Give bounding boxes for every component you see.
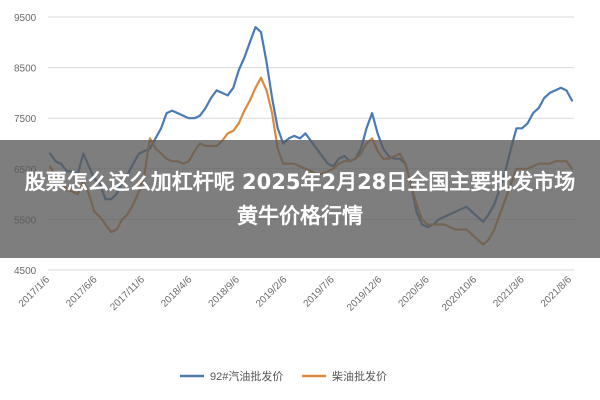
x-axis-ticks: 2017/1/6 2017/6/6 2017/11/6 2018/4/6 2018/9/… (17, 274, 575, 314)
x-tick-label: 2020/5/6 (396, 274, 432, 310)
x-tick-label: 2021/8/6 (539, 274, 575, 310)
x-tick-label: 2018/4/6 (159, 274, 195, 310)
legend-label: 92#汽油批发价 (210, 369, 283, 383)
x-tick-label: 2018/9/6 (207, 274, 243, 310)
x-tick-label: 2017/11/6 (108, 274, 147, 313)
legend: 92#汽油批发价 柴油批发价 (180, 369, 387, 383)
overlay-title: 股票怎么这么加杠杆呢 2025年2月28日全国主要批发市场黄牛价格行情 (24, 170, 576, 228)
y-tick-label: 7500 (14, 114, 37, 125)
x-tick-label: 2019/2/6 (254, 274, 290, 310)
x-tick-label: 2020/10/6 (440, 274, 480, 314)
y-tick-label: 9500 (14, 13, 37, 24)
x-tick-label: 2019/7/6 (302, 274, 338, 310)
x-tick-label: 2017/6/6 (64, 274, 100, 310)
title-banner: 股票怎么这么加杠杆呢 2025年2月28日全国主要批发市场黄牛价格行情 (0, 140, 600, 258)
legend-label: 柴油批发价 (332, 369, 387, 383)
x-tick-label: 2019/12/6 (345, 274, 385, 314)
x-tick-label: 2021/3/6 (491, 274, 527, 310)
y-tick-label: 4500 (14, 266, 37, 277)
x-tick-label: 2017/1/6 (17, 274, 53, 310)
y-tick-label: 8500 (14, 64, 37, 75)
